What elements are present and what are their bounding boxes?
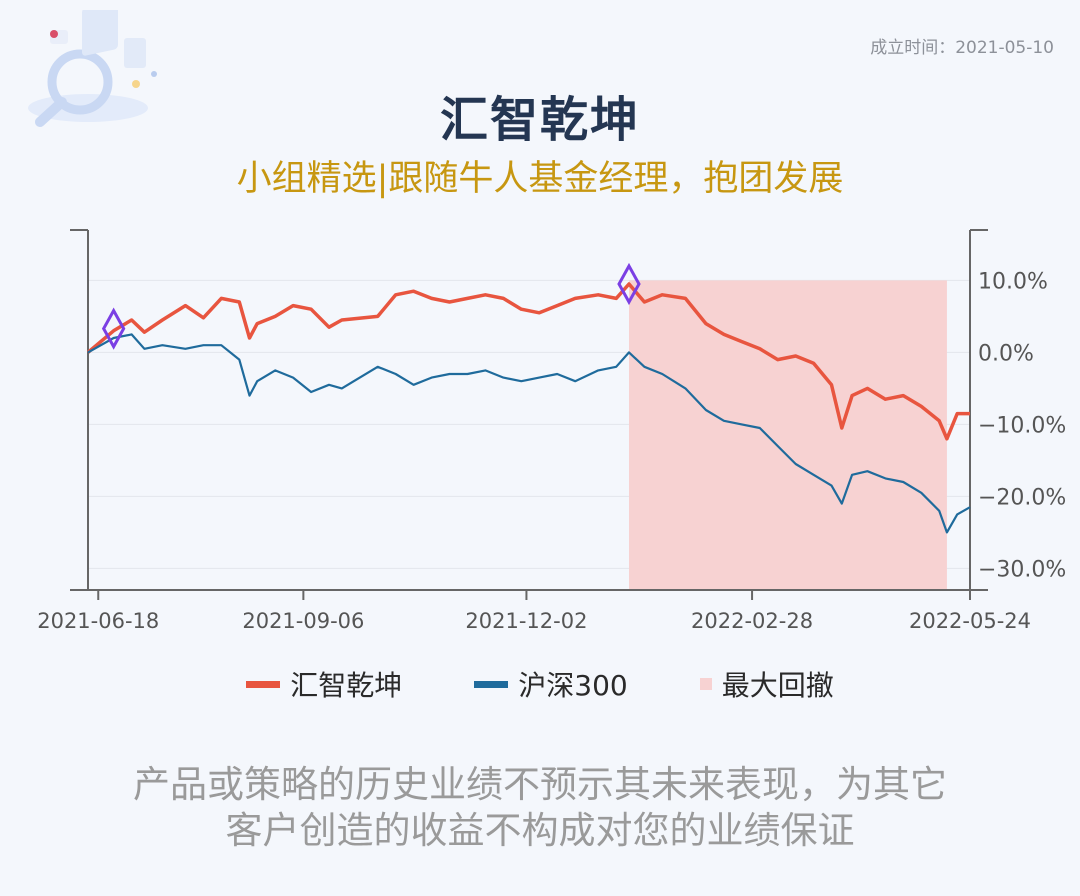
- x-tick-label: 2021-09-06: [242, 609, 364, 633]
- drawdown-area: [628, 280, 947, 590]
- legend-label-drawdown: 最大回撤: [721, 669, 834, 702]
- legend-swatch-fund: [246, 680, 281, 688]
- legend-item-index: 沪深300: [474, 664, 628, 704]
- series-line-fund: [86, 282, 970, 441]
- page-subtitle: 小组精选|跟随牛人基金经理，抱团发展: [236, 159, 844, 199]
- series-line-index: [87, 333, 971, 534]
- x-tick-label: 2021-12-02: [465, 609, 587, 633]
- legend-item-fund: 汇智乾坤: [246, 664, 402, 704]
- legend-label-fund: 汇智乾坤: [290, 669, 403, 702]
- y-tick-label: −10.0%: [978, 413, 1066, 438]
- y-tick-label: −30.0%: [978, 557, 1066, 582]
- chart-legend: 汇智乾坤 沪深300 最大回撤: [0, 664, 1080, 704]
- y-tick-label: 10.0%: [978, 269, 1048, 294]
- legend-swatch-index: [474, 680, 509, 688]
- performance-chart: 10.0% 0.0% −10.0% −20.0% −30.0% 2021-06-18 202…: [37, 229, 1066, 633]
- risk-disclaimer: 产品或策略的历史业绩不预示其未来表现，为其它 客户创造的收益不构成对您的业绩保证: [0, 762, 1080, 854]
- page-title: 汇智乾坤: [439, 92, 640, 148]
- disclaimer-line-2: 客户创造的收益不构成对您的业绩保证: [225, 809, 855, 852]
- legend-swatch-drawdown: [699, 678, 712, 690]
- legend-label-index: 沪深300: [518, 669, 628, 702]
- establish-date: 成立时间：2021-05-10: [870, 38, 1054, 58]
- legend-item-drawdown: 最大回撤: [699, 664, 834, 704]
- drawdown-marker: [617, 262, 641, 306]
- drawdown-marker: [101, 307, 126, 350]
- x-tick-label: 2022-05-24: [909, 609, 1031, 633]
- y-tick-label: 0.0%: [978, 341, 1034, 366]
- disclaimer-line-1: 产品或策略的历史业绩不预示其未来表现，为其它: [133, 763, 947, 806]
- x-tick-label: 2022-02-28: [691, 609, 813, 633]
- y-tick-label: −20.0%: [978, 485, 1066, 510]
- x-tick-label: 2021-06-18: [37, 609, 159, 633]
- logo-illustration: [28, 10, 157, 127]
